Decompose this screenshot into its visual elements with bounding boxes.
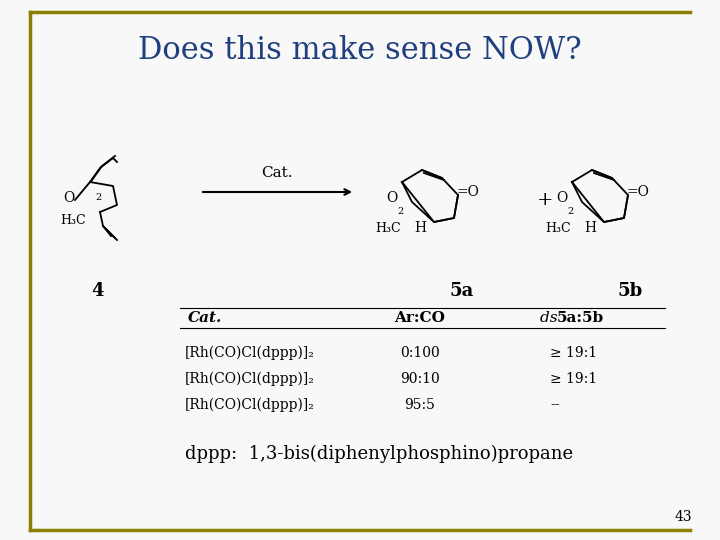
Text: ≥ 19:1: ≥ 19:1 [550,346,597,360]
Text: 2: 2 [96,192,102,201]
Text: Cat.: Cat. [188,311,222,325]
Text: +: + [536,191,553,209]
Text: 43: 43 [675,510,692,524]
Text: Ar:CO: Ar:CO [395,311,446,325]
Text: 4: 4 [91,282,104,300]
Text: 0:100: 0:100 [400,346,440,360]
Text: 5a:5b: 5a:5b [557,311,604,325]
Text: [Rh(CO)Cl(dppp)]₂: [Rh(CO)Cl(dppp)]₂ [185,398,315,413]
Text: 90:10: 90:10 [400,372,440,386]
Text: --: -- [550,398,559,412]
Text: H₃C: H₃C [545,221,571,234]
Text: [Rh(CO)Cl(dppp)]₂: [Rh(CO)Cl(dppp)]₂ [185,346,315,360]
Text: H₃C: H₃C [60,213,86,226]
Text: =O: =O [456,185,480,199]
Text: ds: ds [540,311,562,325]
Text: H₃C: H₃C [375,221,401,234]
Text: H: H [414,221,426,235]
Text: Cat.: Cat. [261,166,293,180]
Text: ≥ 19:1: ≥ 19:1 [550,372,597,386]
Text: 2: 2 [567,207,573,217]
Text: 5b: 5b [617,282,643,300]
Text: O: O [387,191,397,205]
Text: 5a: 5a [450,282,474,300]
Text: O: O [63,191,75,205]
Text: Does this make sense NOW?: Does this make sense NOW? [138,35,582,66]
Text: [Rh(CO)Cl(dppp)]₂: [Rh(CO)Cl(dppp)]₂ [185,372,315,387]
Text: =O: =O [626,185,649,199]
Text: 2: 2 [397,207,403,217]
Text: dppp:  1,3-bis(diphenylphosphino)propane: dppp: 1,3-bis(diphenylphosphino)propane [185,445,573,463]
Text: 95:5: 95:5 [405,398,436,412]
Text: O: O [557,191,567,205]
Text: H: H [584,221,596,235]
